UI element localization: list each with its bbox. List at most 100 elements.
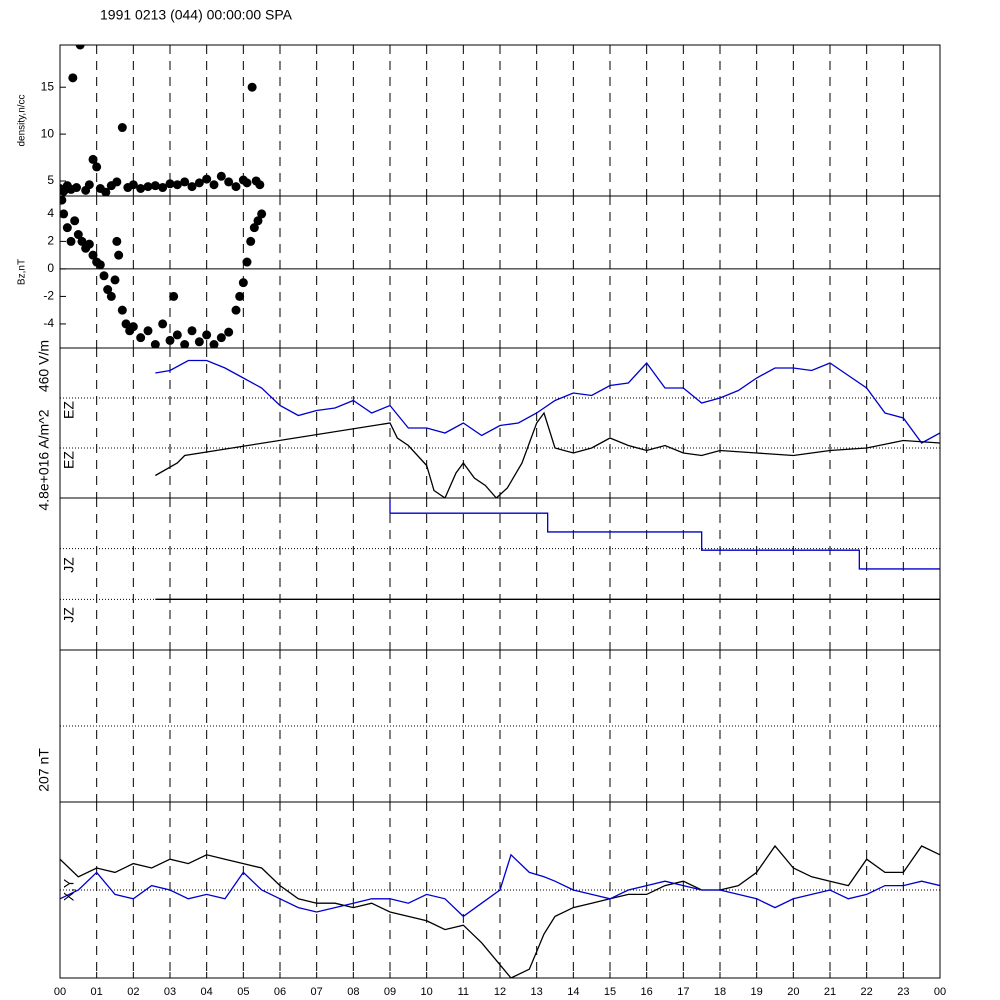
panel-label: JZ [61, 607, 77, 623]
x-tick-label: 08 [347, 986, 359, 998]
y-tick-label: 5 [47, 173, 54, 187]
data-line [60, 844, 940, 978]
data-point [216, 171, 226, 181]
data-point [224, 327, 234, 337]
panel-label: EZ [61, 401, 77, 419]
x-tick-label: 02 [127, 986, 139, 998]
data-point [60, 196, 67, 205]
data-point [194, 337, 204, 347]
y-axis-label: Bz,nT [17, 259, 28, 285]
data-point [257, 209, 267, 219]
x-tick-label: 06 [274, 986, 286, 998]
panel-label: 460 V/m [36, 340, 52, 392]
data-point [112, 177, 122, 187]
x-tick-label: 13 [531, 986, 543, 998]
y-tick-label: 10 [41, 126, 55, 140]
x-tick-label: 00 [54, 986, 66, 998]
data-point [72, 183, 81, 193]
data-point [103, 285, 113, 295]
data-point [121, 319, 131, 329]
data-point [99, 271, 109, 281]
panel [60, 498, 940, 650]
data-point [158, 319, 168, 329]
data-point [92, 162, 102, 172]
data-point [180, 340, 190, 348]
y-tick-label: 15 [41, 79, 55, 93]
panel [60, 802, 940, 978]
data-point [68, 73, 78, 83]
x-tick-label: 23 [897, 986, 909, 998]
data-point [106, 291, 116, 301]
data-point [235, 291, 245, 301]
data-point [172, 180, 182, 190]
data-point [143, 182, 153, 192]
data-point [70, 216, 80, 226]
y-tick-label: -2 [43, 289, 54, 303]
panel-label: X,Y [61, 878, 77, 901]
data-point [209, 340, 219, 348]
x-tick-label: 09 [384, 986, 396, 998]
data-point [242, 257, 252, 267]
data-point [158, 183, 168, 193]
data-point [187, 182, 197, 192]
data-point [249, 223, 259, 233]
x-tick-label: 12 [494, 986, 506, 998]
data-point [238, 278, 248, 288]
data-point [253, 216, 263, 226]
x-tick-label: 04 [201, 986, 213, 998]
data-point [202, 174, 212, 184]
y-tick-label: 2 [47, 234, 54, 248]
x-tick-label: 05 [237, 986, 249, 998]
panel-label: 4.8e+016 A/m^2 [36, 409, 52, 510]
x-tick-label: 20 [787, 986, 799, 998]
data-point [88, 154, 98, 164]
data-point [66, 236, 76, 246]
data-point [110, 275, 120, 285]
panel-label: JZ [61, 557, 77, 573]
data-point [143, 326, 153, 336]
x-tick-label: 17 [677, 986, 689, 998]
data-point [88, 250, 98, 260]
data-line [155, 411, 940, 498]
data-point [165, 335, 175, 345]
data-point [112, 236, 122, 246]
data-point [231, 305, 241, 315]
data-point [209, 180, 219, 190]
x-tick-label: 10 [421, 986, 433, 998]
x-tick-label: 00 [934, 986, 946, 998]
chart-title: 1991 0213 (044) 00:00:00 SPA [100, 7, 293, 23]
data-point [194, 178, 204, 188]
panel [60, 45, 904, 196]
data-point [172, 330, 182, 340]
data-point [117, 305, 127, 315]
y-tick-label: 4 [47, 206, 54, 220]
x-tick-label: 18 [714, 986, 726, 998]
data-point [246, 236, 256, 246]
data-point [128, 322, 138, 332]
y-tick-label: 0 [47, 261, 54, 275]
panel [60, 348, 940, 498]
panel-label: 207 nT [36, 748, 52, 792]
y-tick-label: -4 [43, 316, 54, 330]
data-line [155, 359, 940, 444]
x-tick-label: 22 [861, 986, 873, 998]
data-point [73, 230, 83, 240]
x-tick-label: 14 [567, 986, 579, 998]
data-point [136, 183, 146, 193]
data-point [95, 260, 105, 270]
data-line [60, 853, 940, 918]
y-axis-label: density,n/cc [17, 94, 28, 146]
panel [60, 650, 940, 802]
data-point [101, 187, 111, 196]
x-tick-label: 01 [91, 986, 103, 998]
data-point [117, 123, 127, 133]
data-point [255, 180, 265, 190]
data-point [231, 182, 241, 192]
data-point [187, 326, 197, 336]
data-point [165, 179, 175, 189]
data-point [224, 177, 234, 187]
data-point [136, 333, 146, 343]
data-point [180, 177, 190, 187]
data-point [247, 82, 257, 92]
